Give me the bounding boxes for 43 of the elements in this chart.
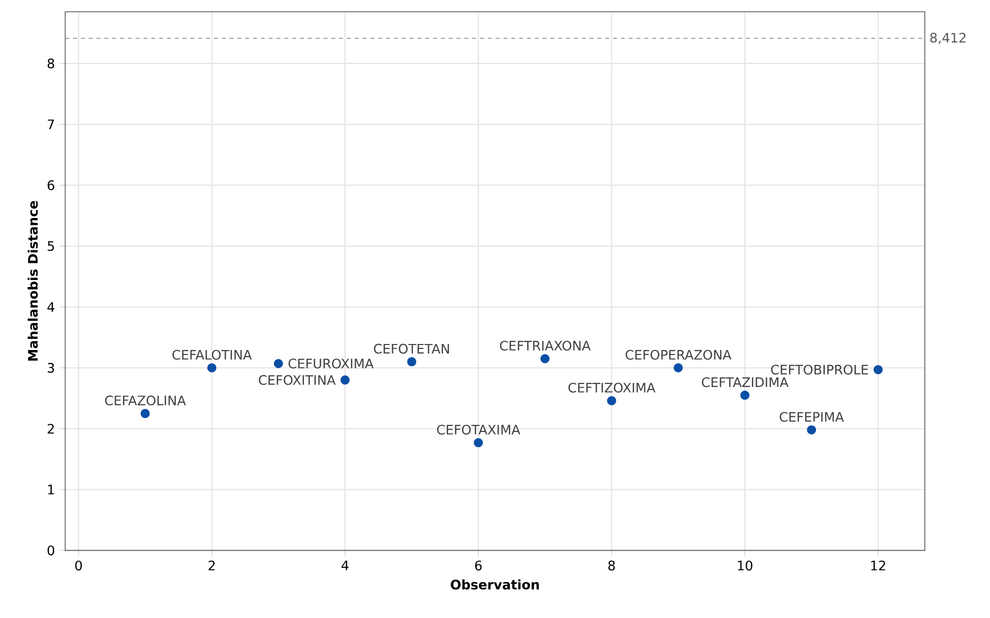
annotation: CEFUROXIMA — [288, 358, 374, 368]
x-tick-label: 4 — [342, 560, 349, 570]
annotation: CEFTAZIDIMA — [702, 377, 788, 387]
x-tick-label: 10 — [738, 560, 752, 570]
y-tick-label: 2 — [48, 424, 54, 434]
x-tick-label: 2 — [208, 560, 215, 570]
point — [540, 354, 550, 364]
y-axis-title: Mahalanobis Distance — [28, 200, 38, 360]
point — [474, 438, 483, 448]
point — [740, 390, 750, 400]
x-tick-label: 8 — [608, 560, 615, 570]
y-tick-label: 7 — [48, 119, 54, 129]
point — [674, 363, 683, 372]
annotation: CEFOPERAZONA — [626, 350, 732, 360]
point — [340, 375, 350, 384]
annotation: CEFAZOLINA — [105, 395, 186, 406]
y-tick-label: 0 — [48, 545, 54, 556]
annotation: CEFOXITINA — [258, 374, 336, 385]
ref-line-label: 8,412 — [930, 32, 966, 44]
y-tick-label: 4 — [47, 302, 54, 312]
annotation: CEFOTETAN — [374, 344, 449, 354]
point — [140, 408, 150, 418]
y-tick-label: 1 — [48, 484, 54, 494]
x-tick-label: 12 — [871, 560, 886, 570]
annotation: CEFEPIMA — [780, 412, 844, 422]
point — [874, 364, 883, 374]
x-tick-label: 0 — [75, 560, 82, 570]
point — [274, 358, 284, 368]
point — [607, 396, 616, 406]
annotation: CEFTRIAXONA — [500, 340, 591, 350]
x-tick-label: 6 — [475, 560, 482, 570]
y-tick-label: 6 — [48, 180, 54, 190]
point — [806, 425, 816, 434]
y-tick-label: 8 — [48, 58, 54, 68]
y-tick-label: 3 — [48, 362, 54, 373]
point — [407, 357, 416, 366]
point — [207, 363, 216, 372]
annotation: CEFOTAXIMA — [437, 424, 520, 434]
annotation: CEFALOTINA — [172, 350, 252, 360]
annotation: CEFTIZOXIMA — [568, 382, 656, 392]
y-tick-label: 5 — [48, 241, 54, 251]
x-axis-title: Observation — [450, 579, 539, 590]
annotation: CEFTOBIPROLE — [771, 364, 868, 374]
